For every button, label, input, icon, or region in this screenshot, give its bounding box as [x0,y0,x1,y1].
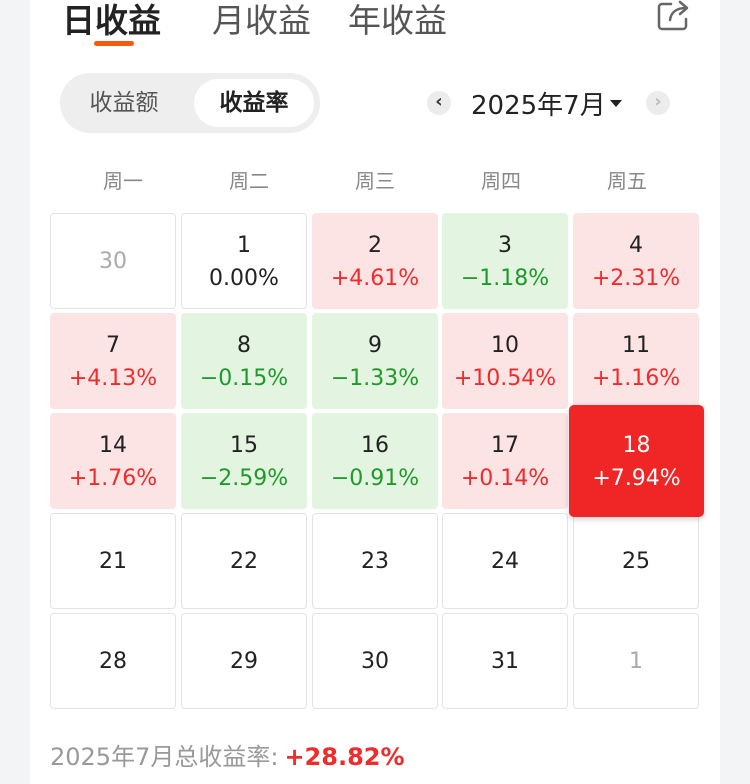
calendar-day-cell[interactable]: 22 [181,513,307,609]
month-total-label: 2025年7月总收益率: [50,743,279,771]
day-number: 16 [361,433,389,458]
day-number: 28 [99,649,127,674]
day-number: 22 [230,549,258,574]
month-total: 2025年7月总收益率: +28.82% [50,737,405,772]
day-return-rate: −2.59% [199,466,289,491]
month-label: 2025年7月 [471,91,606,121]
calendar-day-cell[interactable]: 28 [50,613,176,709]
day-return-rate: 0.00% [209,266,279,291]
share-icon[interactable] [655,0,693,32]
day-number: 29 [230,649,258,674]
day-number: 31 [491,649,519,674]
day-number: 30 [99,249,127,274]
weekday-wed: 周三 [355,169,395,193]
tab-daily[interactable]: 日收益 [62,1,161,40]
day-return-rate: +0.14% [460,466,550,491]
day-return-rate: +1.16% [591,366,681,391]
segment-amount[interactable]: 收益额 [89,90,159,116]
calendar-day-cell[interactable]: 11 +1.16% [573,313,699,409]
calendar-day-cell[interactable]: 17 +0.14% [442,413,568,509]
month-dropdown[interactable]: 2025年7月 [471,85,622,121]
calendar-day-cell[interactable]: 25 [573,513,699,609]
calendar-day-cell[interactable]: 4 +2.31% [573,213,699,309]
period-tabs: 日收益 月收益 年收益 [30,0,720,50]
weekday-fri: 周五 [607,169,647,193]
chevron-left-icon[interactable]: ‹ [427,91,451,115]
active-tab-indicator [94,41,134,46]
calendar-day-cell[interactable]: 10 +10.54% [442,313,568,409]
day-return-rate: −1.33% [330,366,420,391]
day-return-rate: −0.15% [199,366,289,391]
tab-yearly[interactable]: 年收益 [348,1,447,40]
calendar-day-cell[interactable]: 16 −0.91% [312,413,438,509]
day-return-rate: +7.94% [592,466,681,491]
calendar-day-cell[interactable]: 7 +4.13% [50,313,176,409]
calendar-day-cell[interactable]: 1 [573,613,699,709]
day-number: 9 [368,333,382,358]
day-return-rate: −1.18% [460,266,550,291]
day-return-rate: +4.61% [330,266,420,291]
calendar-day-cell[interactable]: 21 [50,513,176,609]
day-number: 4 [629,233,643,258]
tab-monthly[interactable]: 月收益 [212,1,311,40]
day-number: 10 [491,333,519,358]
day-number: 7 [106,333,120,358]
day-return-rate: +10.54% [453,366,557,391]
day-return-rate: +4.13% [68,366,158,391]
day-number: 24 [491,549,519,574]
day-number: 18 [622,433,651,458]
metric-segmented-control: 收益额 收益率 [60,73,320,133]
day-number: 15 [230,433,258,458]
day-number: 23 [361,549,389,574]
calendar-day-cell[interactable]: 15 −2.59% [181,413,307,509]
day-number: 1 [237,233,251,258]
chevron-right-icon[interactable]: › [646,91,670,115]
day-number: 1 [629,649,643,674]
day-number: 17 [491,433,519,458]
weekday-thu: 周四 [481,169,521,193]
day-number: 8 [237,333,251,358]
calendar-day-cell[interactable]: 14 +1.76% [50,413,176,509]
day-number: 21 [99,549,127,574]
calendar-day-cell[interactable]: 8 −0.15% [181,313,307,409]
day-return-rate: −0.91% [330,466,420,491]
weekday-mon: 周一 [103,169,143,193]
segment-rate[interactable]: 收益率 [194,79,314,127]
calendar-day-cell[interactable]: 9 −1.33% [312,313,438,409]
calendar-day-cell[interactable]: 3 −1.18% [442,213,568,309]
day-number: 11 [622,333,650,358]
calendar-day-cell[interactable]: 29 [181,613,307,709]
earnings-card: 日收益 月收益 年收益 收益额 收益率 ‹ 2025年7月 › 周一 周二 周三… [30,0,720,784]
day-number: 3 [498,233,512,258]
caret-down-icon [609,100,622,107]
day-return-rate: +1.76% [68,466,158,491]
day-number: 2 [368,233,382,258]
calendar-day-cell[interactable]: 30 [312,613,438,709]
weekday-tue: 周二 [229,169,269,193]
calendar-day-cell[interactable]: 31 [442,613,568,709]
calendar-day-cell[interactable]: 23 [312,513,438,609]
calendar-day-cell[interactable]: 1 0.00% [181,213,307,309]
calendar-day-cell[interactable]: 24 [442,513,568,609]
calendar-day-cell[interactable]: 30 [50,213,176,309]
day-number: 14 [99,433,127,458]
day-number: 30 [361,649,389,674]
day-number: 25 [622,549,650,574]
month-total-value: +28.82% [284,743,405,771]
day-return-rate: +2.31% [591,266,681,291]
calendar-day-cell[interactable]: 2 +4.61% [312,213,438,309]
calendar-day-cell-selected[interactable]: 18 +7.94% [569,405,704,517]
